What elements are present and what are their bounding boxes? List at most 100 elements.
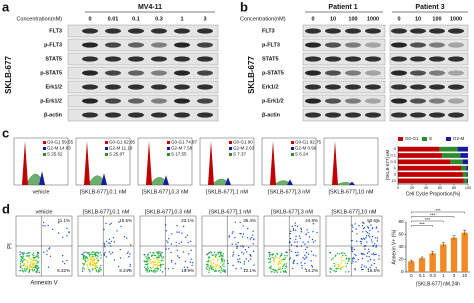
event-dot [247, 246, 250, 249]
blot-band [325, 28, 341, 34]
event-dot [103, 228, 105, 231]
event-dot [206, 260, 208, 263]
event-dot [296, 245, 298, 248]
blot-band [410, 98, 426, 104]
x-tick-label: 20 [410, 186, 414, 190]
event-dot [83, 263, 86, 265]
event-dot [32, 257, 35, 259]
event-dot [97, 259, 100, 261]
event-dot [188, 253, 190, 255]
event-dot [316, 232, 318, 234]
event-dot [369, 266, 371, 269]
event-dot [218, 266, 220, 269]
protein-label: FLT3 [262, 28, 275, 34]
concentration: 1 [180, 16, 183, 22]
blot-band [448, 112, 464, 118]
y-tick-label: 80 [398, 219, 404, 224]
event-dot [335, 270, 337, 273]
event-dot [376, 240, 379, 242]
blot-band [174, 112, 190, 118]
phase-stat: S 17.55 [171, 152, 187, 157]
event-dot [355, 254, 357, 257]
blot-band [345, 28, 361, 34]
event-dot [85, 251, 87, 253]
event-dot [91, 251, 94, 253]
event-dot [19, 269, 21, 272]
event-dot [278, 257, 280, 259]
bar-segment [461, 165, 467, 171]
event-dot [100, 254, 102, 256]
event-dot [370, 239, 373, 241]
event-dot [252, 234, 254, 236]
event-dot [280, 271, 282, 273]
event-dot [38, 252, 40, 254]
blot-band [128, 84, 144, 90]
event-dot [147, 260, 149, 262]
blot-band [197, 112, 213, 118]
event-dot [26, 252, 28, 255]
event-dot [351, 224, 353, 226]
event-dot [238, 254, 240, 257]
blot-band [305, 42, 321, 48]
event-dot [145, 257, 148, 260]
event-dot [312, 241, 315, 243]
event-dot [81, 253, 83, 256]
significance: *** [419, 221, 425, 226]
event-dot [66, 235, 68, 237]
blot-band [391, 56, 407, 62]
event-dot [147, 255, 149, 257]
bar [440, 244, 447, 272]
event-dot [361, 257, 364, 260]
event-dot [30, 263, 32, 265]
blot-band [325, 98, 341, 104]
histogram-label: [SKLB-677],1 nM [206, 189, 248, 195]
event-dot [24, 267, 26, 269]
event-dot [211, 264, 213, 267]
blot-band [365, 70, 381, 76]
event-dot [82, 256, 84, 258]
blot-band [391, 28, 407, 34]
blot-band [174, 70, 190, 76]
event-dot [26, 261, 29, 263]
event-dot [103, 253, 106, 255]
event-dot [146, 271, 148, 273]
event-dot [294, 222, 296, 224]
event-dot [308, 236, 311, 238]
event-dot [160, 266, 162, 268]
event-dot [215, 267, 217, 270]
event-dot [280, 254, 282, 257]
event-dot [361, 264, 363, 266]
event-dot [301, 267, 303, 269]
event-dot [343, 259, 345, 262]
event-dot [88, 269, 91, 272]
event-dot [276, 257, 278, 259]
panel-letter: c [2, 125, 9, 140]
event-dot [206, 263, 208, 266]
event-dot [271, 253, 273, 255]
bar-segment [398, 178, 464, 184]
bar-segment [398, 153, 443, 158]
event-dot [366, 241, 368, 243]
event-dot [373, 259, 375, 261]
blot-band [448, 56, 464, 62]
event-dot [220, 262, 222, 264]
event-dot [358, 225, 360, 227]
blot-band [151, 98, 167, 104]
event-dot [289, 257, 292, 259]
event-dot [151, 261, 154, 263]
event-dot [269, 261, 272, 263]
event-dot [158, 257, 160, 259]
event-dot [35, 260, 37, 262]
event-dot [113, 259, 116, 261]
event-dot [217, 270, 220, 272]
event-dot [215, 253, 217, 256]
event-dot [296, 241, 298, 243]
event-dot [300, 228, 303, 231]
blot-band [82, 56, 98, 62]
drug-label: SKLB-677 [4, 56, 13, 94]
event-dot [294, 241, 296, 243]
blot-band [197, 70, 213, 76]
event-dot [213, 254, 215, 256]
event-dot [277, 262, 279, 264]
blot-band [82, 70, 98, 76]
